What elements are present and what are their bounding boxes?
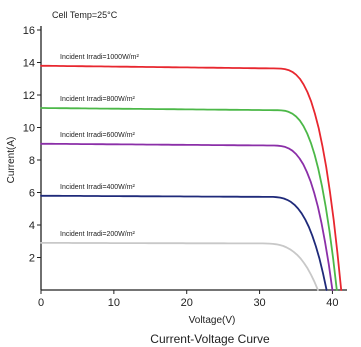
y-tick-label: 10 xyxy=(23,123,35,135)
axes-group: 2 4 6 8 10 12 14 16 0 10 20 30 40 xyxy=(23,25,347,309)
y-tick-label: 4 xyxy=(29,220,35,232)
series-label-4: Incident Irradi=400W/m² xyxy=(60,184,136,191)
y-tick-label: 2 xyxy=(29,253,35,265)
cell-temp-note: Cell Temp=25°C xyxy=(52,10,118,20)
series-line-4 xyxy=(40,194,328,291)
x-tick-label: 10 xyxy=(108,297,120,309)
series-group xyxy=(40,64,343,291)
series-line-1 xyxy=(40,64,343,291)
series-label-2: Incident Irradi=800W/m² xyxy=(60,96,136,103)
series-line-2 xyxy=(40,107,338,291)
series-label-1: Incident Irradi=1000W/m² xyxy=(60,54,139,61)
x-tick-label: 0 xyxy=(38,297,44,309)
chart-title: Current-Voltage Curve xyxy=(150,332,270,346)
y-tick-label: 14 xyxy=(23,58,35,70)
x-tick-label: 30 xyxy=(253,297,265,309)
y-axis-title: Current(A) xyxy=(6,137,17,184)
x-tick-label: 40 xyxy=(326,297,338,309)
y-tick-label: 6 xyxy=(29,188,35,200)
series-line-5 xyxy=(40,241,319,291)
series-labels-group: Incident Irradi=1000W/m² Incident Irradi=… xyxy=(60,54,139,238)
y-tick-label: 12 xyxy=(23,90,35,102)
y-tick-label: 16 xyxy=(23,25,35,37)
series-line-3 xyxy=(40,142,334,291)
y-tick-label: 8 xyxy=(29,155,35,167)
series-label-5: Incident Irradi=200W/m² xyxy=(60,231,136,238)
x-axis-title: Voltage(V) xyxy=(189,315,236,326)
series-label-3: Incident Irradi=600W/m² xyxy=(60,132,136,139)
x-tick-label: 20 xyxy=(181,297,193,309)
